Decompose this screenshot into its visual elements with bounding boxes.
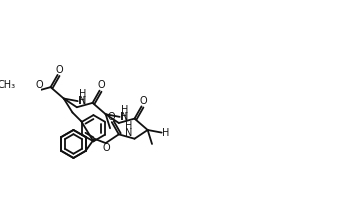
Text: O: O bbox=[103, 143, 111, 153]
Text: O: O bbox=[140, 96, 147, 106]
Text: H: H bbox=[121, 105, 128, 115]
Text: H: H bbox=[125, 121, 132, 131]
Text: O: O bbox=[97, 80, 105, 90]
Text: N: N bbox=[121, 112, 128, 122]
Text: O: O bbox=[55, 65, 63, 75]
Text: N: N bbox=[125, 128, 132, 138]
Text: H: H bbox=[120, 112, 128, 122]
Text: N: N bbox=[79, 96, 87, 106]
Text: O: O bbox=[35, 80, 43, 90]
Text: O: O bbox=[107, 112, 115, 122]
Text: H: H bbox=[78, 96, 86, 106]
Text: H: H bbox=[79, 89, 87, 99]
Text: H: H bbox=[162, 128, 170, 138]
Text: CH₃: CH₃ bbox=[0, 80, 16, 90]
